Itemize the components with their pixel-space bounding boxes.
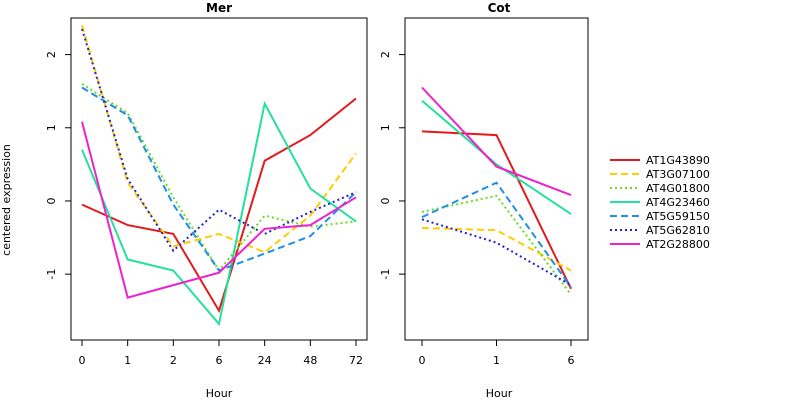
panel-mer: Mer Hour 0 1 2 6 24 48 72 -1 0 1 2 bbox=[45, 1, 368, 400]
y-tick-label-cot: 1 bbox=[379, 124, 392, 131]
series-line-mer-at4g23460 bbox=[81, 100, 357, 327]
x-tick-label-mer: 72 bbox=[349, 354, 363, 367]
x-tick-label-cot: 0 bbox=[419, 354, 426, 367]
y-tick-label-mer: 2 bbox=[45, 51, 58, 58]
legend-label-at5g62810: AT5G62810 bbox=[646, 224, 710, 237]
x-tick-label-mer: 6 bbox=[216, 354, 223, 367]
y-tick-label-cot: -1 bbox=[379, 269, 392, 280]
y-tick-label-mer: 0 bbox=[45, 197, 58, 204]
legend-label-at3g07100: AT3G07100 bbox=[646, 168, 710, 181]
y-tick-label-cot: 0 bbox=[379, 197, 392, 204]
series-line-mer-at1g43890 bbox=[81, 97, 357, 314]
legend-label-at1g43890: AT1G43890 bbox=[646, 154, 710, 167]
y-tick-label-cot: 2 bbox=[379, 51, 392, 58]
series-line-mer-at3g07100 bbox=[81, 25, 357, 254]
legend: AT1G43890 AT3G07100 AT4G01800 AT4G23460 … bbox=[610, 154, 710, 251]
x-axis-label-mer: Hour bbox=[206, 387, 233, 400]
x-tick-label-mer: 1 bbox=[124, 354, 131, 367]
series-line-mer-at2g28800 bbox=[81, 121, 357, 299]
series-line-cot-at3g07100 bbox=[421, 227, 572, 272]
series-line-cot-at5g62810 bbox=[421, 218, 572, 286]
series-line-mer-at5g59150 bbox=[81, 86, 357, 272]
series-line-cot-at4g01800 bbox=[421, 194, 572, 296]
x-tick-label-mer: 0 bbox=[79, 354, 86, 367]
series-line-cot-at1g43890 bbox=[421, 130, 572, 290]
panel-title-cot: Cot bbox=[488, 1, 511, 15]
x-tick-label-mer: 48 bbox=[303, 354, 317, 367]
y-tick-label-mer: 1 bbox=[45, 124, 58, 131]
y-tick-label-mer: -1 bbox=[45, 269, 58, 280]
x-tick-label-cot: 1 bbox=[493, 354, 500, 367]
y-axis-label: centered expression bbox=[0, 144, 13, 256]
panel-cot: Cot Hour 0 1 6 -1 0 1 2 bbox=[379, 1, 589, 400]
series-line-cot-at4g23460 bbox=[421, 99, 572, 215]
legend-label-at5g59150: AT5G59150 bbox=[646, 210, 710, 223]
x-tick-label-mer: 24 bbox=[258, 354, 272, 367]
plot-frame-mer bbox=[70, 17, 368, 341]
legend-label-at2g28800: AT2G28800 bbox=[646, 238, 710, 251]
x-tick-label-mer: 2 bbox=[170, 354, 177, 367]
panel-title-mer: Mer bbox=[206, 1, 232, 15]
series-line-cot-at2g28800 bbox=[421, 86, 572, 197]
plot-frame-cot bbox=[404, 17, 589, 341]
series-line-cot-at5g59150 bbox=[421, 181, 572, 288]
legend-label-at4g23460: AT4G23460 bbox=[646, 196, 710, 209]
x-tick-label-cot: 6 bbox=[568, 354, 575, 367]
x-axis-label-cot: Hour bbox=[486, 387, 513, 400]
legend-label-at4g01800: AT4G01800 bbox=[646, 182, 710, 195]
series-line-mer-at5g62810 bbox=[81, 28, 357, 253]
